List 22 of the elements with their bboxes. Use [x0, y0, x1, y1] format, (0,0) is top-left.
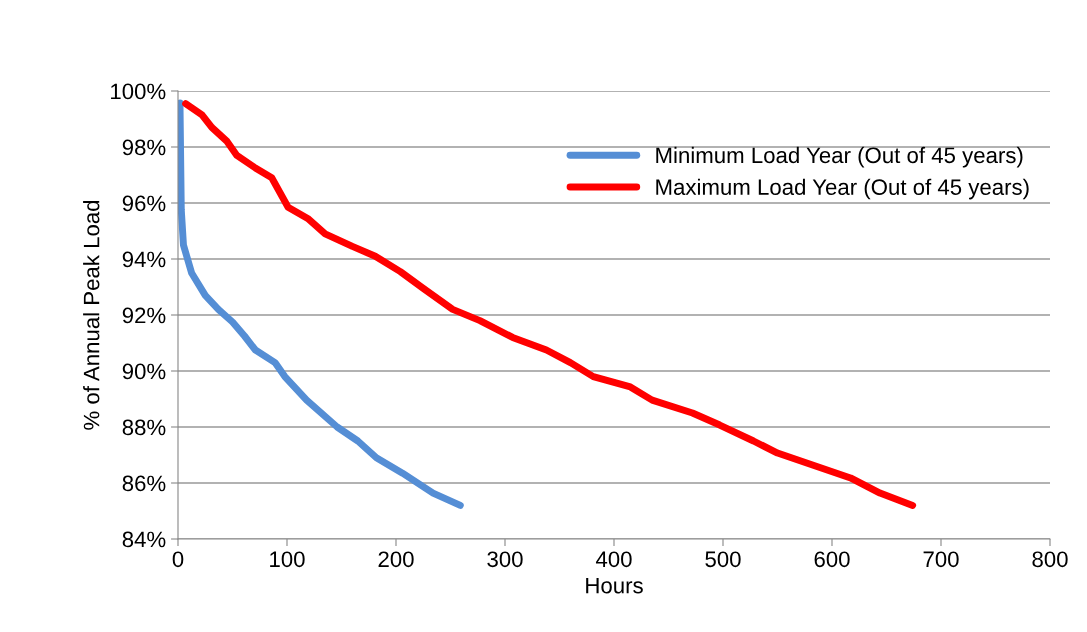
legend-label: Minimum Load Year (Out of 45 years): [656, 146, 1023, 168]
x-tick-label: 500: [705, 551, 741, 568]
x-tick-label: 0: [172, 551, 184, 568]
x-tick-label: 200: [378, 551, 414, 568]
x-tick-label: 700: [923, 551, 959, 568]
y-tick-label: 100%: [111, 83, 166, 100]
x-tick-label: 800: [1032, 551, 1068, 568]
y-tick-label: 88%: [122, 419, 166, 436]
y-tick-label: 96%: [122, 195, 166, 212]
y-tick-label: 98%: [122, 139, 166, 156]
y-tick-label: 84%: [122, 531, 166, 548]
legend-label: Maximum Load Year (Out of 45 years): [656, 178, 1029, 200]
x-tick-label: 400: [595, 551, 632, 568]
y-axis-title: % of Annual Peak Load: [83, 200, 100, 430]
y-tick-label: 94%: [122, 251, 166, 268]
y-tick-label: 92%: [122, 307, 166, 324]
x-tick-label: 600: [814, 551, 850, 568]
x-axis-title: Hours: [586, 577, 643, 594]
y-tick-label: 90%: [122, 363, 166, 380]
x-tick-label: 100: [270, 551, 305, 568]
x-tick-label: 300: [487, 551, 523, 568]
y-tick-label: 86%: [122, 475, 166, 492]
